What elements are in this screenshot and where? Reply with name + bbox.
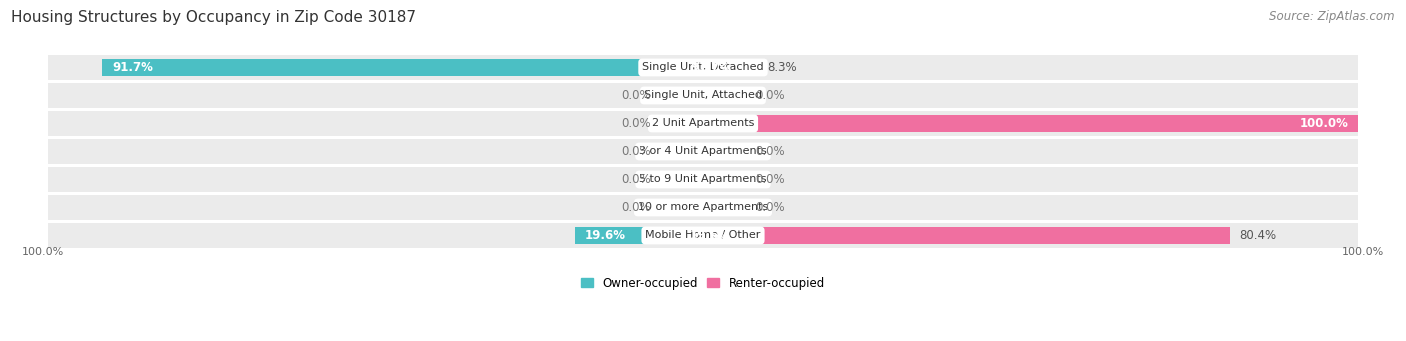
Bar: [657, 87, 703, 104]
Legend: Owner-occupied, Renter-occupied: Owner-occupied, Renter-occupied: [576, 272, 830, 294]
Text: Source: ZipAtlas.com: Source: ZipAtlas.com: [1270, 10, 1395, 23]
Text: 3 or 4 Unit Apartments: 3 or 4 Unit Apartments: [640, 147, 766, 157]
Bar: [48, 55, 1358, 80]
Bar: [103, 59, 703, 76]
Text: 80.4%: 80.4%: [1240, 229, 1277, 242]
Text: Single Unit, Detached: Single Unit, Detached: [643, 62, 763, 73]
Bar: [657, 171, 703, 188]
Bar: [657, 227, 703, 244]
Text: 91.7%: 91.7%: [112, 61, 153, 74]
Text: 0.0%: 0.0%: [621, 201, 651, 214]
Bar: [703, 171, 749, 188]
Bar: [703, 115, 1358, 132]
Bar: [703, 115, 749, 132]
Text: 91.7%: 91.7%: [690, 61, 731, 74]
Bar: [657, 59, 703, 76]
Bar: [575, 227, 703, 244]
Bar: [657, 115, 703, 132]
Text: 0.0%: 0.0%: [755, 89, 785, 102]
Bar: [48, 111, 1358, 136]
Text: 0.0%: 0.0%: [621, 173, 651, 186]
Text: 0.0%: 0.0%: [621, 117, 651, 130]
Bar: [703, 143, 749, 160]
Text: Housing Structures by Occupancy in Zip Code 30187: Housing Structures by Occupancy in Zip C…: [11, 10, 416, 25]
Bar: [703, 59, 749, 76]
Text: 0.0%: 0.0%: [621, 89, 651, 102]
Bar: [657, 199, 703, 216]
Bar: [48, 223, 1358, 248]
Bar: [703, 227, 749, 244]
Text: 10 or more Apartments: 10 or more Apartments: [638, 203, 768, 212]
Bar: [48, 83, 1358, 108]
Bar: [703, 59, 758, 76]
Text: 2 Unit Apartments: 2 Unit Apartments: [652, 118, 754, 129]
Text: 8.3%: 8.3%: [768, 61, 797, 74]
Text: 100.0%: 100.0%: [1299, 117, 1348, 130]
Bar: [48, 167, 1358, 192]
Text: 0.0%: 0.0%: [621, 145, 651, 158]
Bar: [703, 87, 749, 104]
Text: Single Unit, Attached: Single Unit, Attached: [644, 90, 762, 101]
Bar: [48, 195, 1358, 220]
Bar: [657, 143, 703, 160]
Text: 19.6%: 19.6%: [690, 229, 731, 242]
Text: 5 to 9 Unit Apartments: 5 to 9 Unit Apartments: [640, 175, 766, 184]
Text: 0.0%: 0.0%: [755, 201, 785, 214]
Text: 19.6%: 19.6%: [585, 229, 626, 242]
Bar: [703, 199, 749, 216]
Bar: [48, 139, 1358, 164]
Text: Mobile Home / Other: Mobile Home / Other: [645, 231, 761, 240]
Text: 100.0%: 100.0%: [1343, 247, 1385, 257]
Bar: [703, 227, 1230, 244]
Text: 100.0%: 100.0%: [21, 247, 63, 257]
Text: 0.0%: 0.0%: [755, 173, 785, 186]
Text: 0.0%: 0.0%: [755, 145, 785, 158]
